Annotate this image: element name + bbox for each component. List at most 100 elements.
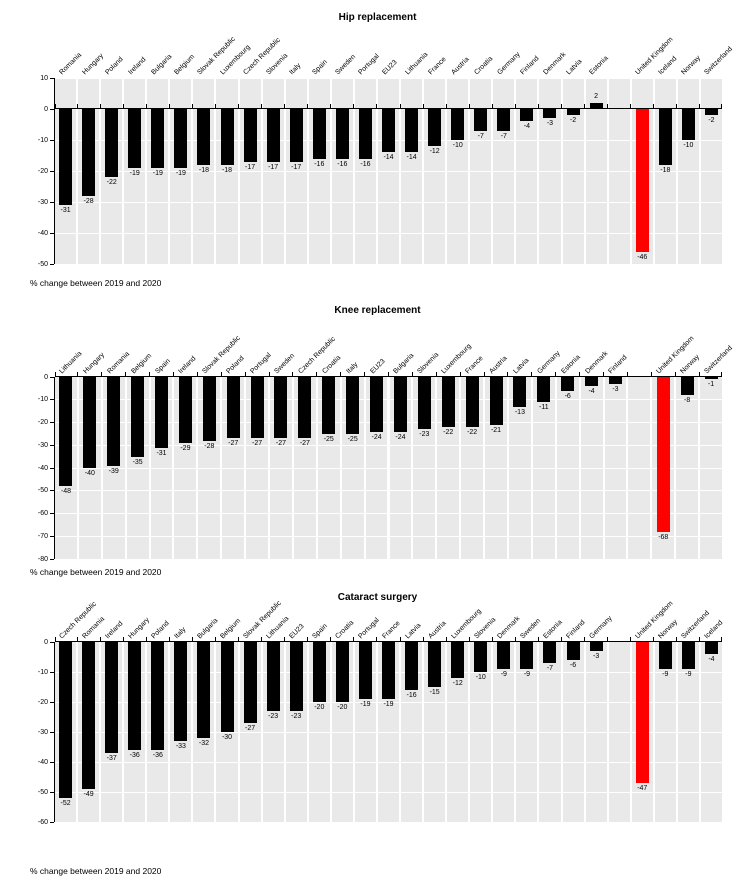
x-axis-tick xyxy=(307,637,309,641)
bar-value-label: -25 xyxy=(323,435,334,443)
bar-value-label: -31 xyxy=(60,207,71,215)
bar-value-label: -19 xyxy=(383,701,394,708)
category-label: Belgium xyxy=(219,617,243,641)
y-axis-tick xyxy=(50,671,54,673)
x-axis-tick xyxy=(191,637,193,641)
x-axis-tick xyxy=(330,104,332,108)
bar xyxy=(497,109,511,131)
category-label: Finland xyxy=(519,55,541,77)
bar-value-label: -16 xyxy=(360,160,371,168)
x-axis-tick xyxy=(721,372,722,376)
category-label: France xyxy=(464,354,485,376)
bar xyxy=(335,642,349,702)
bar xyxy=(428,109,442,147)
bar-value-label: -16 xyxy=(406,692,417,699)
x-axis-tick xyxy=(676,104,678,108)
bar-value-label: -28 xyxy=(204,442,215,450)
x-axis-tick xyxy=(284,104,286,108)
category-label: Iceland xyxy=(703,619,725,641)
bar-value-label: -7 xyxy=(477,132,484,140)
y-axis-tick xyxy=(50,376,54,378)
y-axis-tick-label: -30 xyxy=(37,441,48,449)
x-axis-tick xyxy=(55,104,56,108)
category-label: Iceland xyxy=(657,55,679,77)
category-label: Sweden xyxy=(519,617,543,641)
bar xyxy=(107,377,121,466)
bar xyxy=(489,377,503,425)
gridline xyxy=(55,513,722,514)
x-axis-tick xyxy=(674,372,676,376)
bar xyxy=(274,377,288,439)
gridline xyxy=(55,263,722,265)
x-axis-tick xyxy=(491,104,493,108)
x-axis-tick xyxy=(698,372,700,376)
bar-value-label: -23 xyxy=(268,713,279,720)
y-axis-tick xyxy=(50,558,54,560)
x-axis-tick xyxy=(238,104,240,108)
bar-value-label: -6 xyxy=(564,392,571,400)
bar xyxy=(585,377,599,387)
y-axis-tick-label: -30 xyxy=(37,728,48,736)
bar xyxy=(243,642,257,723)
bar xyxy=(658,642,672,669)
x-axis-tick xyxy=(699,104,701,108)
highlighted-bar xyxy=(635,109,649,252)
y-axis-tick xyxy=(50,201,54,203)
bar-value-label: -20 xyxy=(314,704,325,711)
x-axis-tick xyxy=(514,637,516,641)
bar-value-label: -28 xyxy=(83,197,94,205)
x-axis-tick xyxy=(579,372,581,376)
bar xyxy=(174,109,188,168)
x-axis-tick xyxy=(388,372,389,376)
bar-value-label: -9 xyxy=(523,671,531,678)
category-label: EU23 xyxy=(368,357,387,376)
category-label: Portugal xyxy=(357,52,382,77)
x-axis-tick xyxy=(468,637,470,641)
bar-value-label: -7 xyxy=(500,132,507,140)
category-label: Italy xyxy=(288,62,303,77)
y-axis-tick xyxy=(50,399,54,401)
bar-value-label: -17 xyxy=(291,163,302,171)
x-axis-tick xyxy=(376,637,378,641)
bar-value-label: -27 xyxy=(275,440,287,448)
y-axis-tick xyxy=(50,108,54,110)
x-axis-tick xyxy=(220,372,222,376)
category-labels-layer: Romania Hungary Poland Ireland Bulgaria Belgi… xyxy=(55,24,734,78)
bar-value-label: -27 xyxy=(245,725,256,732)
y-axis-line xyxy=(54,78,55,264)
x-axis-tick xyxy=(340,372,342,376)
bar xyxy=(202,377,216,441)
category-label: United Kingdom xyxy=(634,600,675,641)
bar-value-label: -19 xyxy=(129,169,140,177)
bar-value-label: -52 xyxy=(60,800,71,807)
y-axis-tick xyxy=(50,170,54,172)
category-label: Romania xyxy=(57,51,83,77)
category-label: Croatia xyxy=(473,55,495,77)
bar xyxy=(566,109,580,116)
x-axis-line xyxy=(55,641,722,642)
y-axis-tick xyxy=(50,731,54,733)
x-axis-tick xyxy=(353,637,355,641)
bar-value-label: -10 xyxy=(475,674,486,681)
category-label: Denmark xyxy=(496,615,522,641)
gridline xyxy=(55,399,722,401)
x-axis-tick xyxy=(261,104,263,108)
bar xyxy=(704,642,718,654)
bar xyxy=(543,109,557,119)
bar-value-label: -19 xyxy=(175,169,186,177)
bar-value-label: -27 xyxy=(228,440,239,448)
bar-value-label: -3 xyxy=(612,385,619,393)
bar-value-label: -18 xyxy=(221,166,233,174)
bar xyxy=(298,377,312,439)
bar-value-label: -49 xyxy=(83,791,94,798)
category-label: Slovak Republic xyxy=(242,599,283,641)
category-label: Spain xyxy=(311,622,330,641)
bar-value-label: -36 xyxy=(129,752,140,759)
bar-value-label: -24 xyxy=(371,433,382,441)
x-axis-tick xyxy=(584,637,586,641)
bar-value-label: -6 xyxy=(569,662,577,669)
bar-value-label: -23 xyxy=(291,713,302,720)
y-axis-tick xyxy=(50,535,54,537)
x-axis-tick xyxy=(76,637,78,641)
x-axis-tick xyxy=(555,372,557,376)
